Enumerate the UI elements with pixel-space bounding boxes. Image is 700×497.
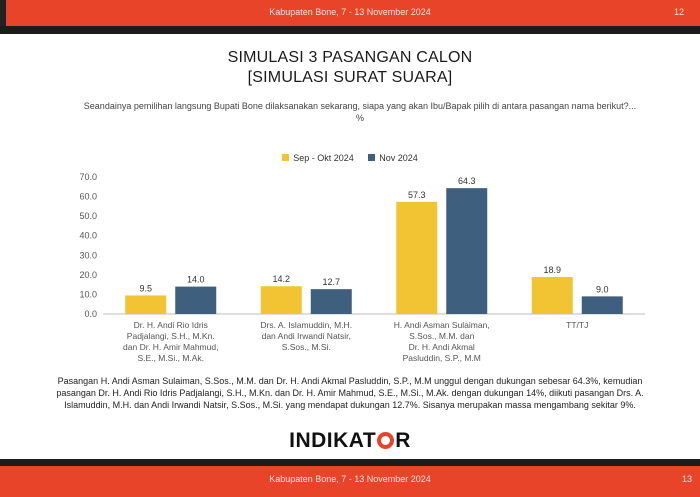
legend-swatch-series-2 — [368, 154, 376, 161]
x-tick-label: Dr. H. Andi Rio Idris Padjalangi, S.H., M… — [123, 320, 218, 363]
logo-text-start: INDIKAT — [289, 429, 377, 452]
bar-series-2 — [310, 289, 352, 314]
x-tick-label-line: S.Sos., M.Si. — [282, 342, 331, 352]
bar-series-2 — [581, 296, 623, 314]
x-tick-label-line: Padjalangi, S.H., M.Kn. — [127, 331, 215, 341]
chart-legend: Sep - Okt 2024 Nov 2024 — [0, 153, 700, 163]
x-tick-label-line: Pasluddin, S.P., M.M — [403, 353, 481, 363]
x-tick-label: TT/TJ — [566, 320, 588, 330]
legend-item-series-2: Nov 2024 — [368, 153, 418, 163]
footer-page-number: 13 — [681, 474, 692, 484]
bar-series-2 — [446, 188, 488, 314]
y-tick-label: 70.0 — [79, 172, 97, 182]
data-label-series-2: 14.0 — [187, 275, 205, 285]
bar-series-1 — [125, 295, 167, 314]
x-tick-label-line: S.E., M.Si., M.Ak. — [137, 353, 204, 363]
y-tick-label: 30.0 — [79, 250, 97, 260]
footer-divider — [0, 459, 700, 466]
indikator-logo: INDIKAT R — [0, 429, 700, 453]
survey-question: Seandainya pemilihan langsung Bupati Bon… — [83, 101, 637, 123]
x-tick-label-line: H. Andi Asman Sulaiman, — [394, 320, 490, 330]
bar-series-1 — [260, 286, 302, 314]
x-tick-label-line: S.Sos., M.M. dan — [409, 331, 474, 341]
x-tick-label-line: Dr. H. Andi Akmal — [409, 342, 475, 352]
x-tick-label-line: dan Dr. H. Amir Mahmud, — [123, 342, 218, 352]
footer-bar: Kabupaten Bone, 7 - 13 November 2024 13 — [0, 466, 700, 497]
footer-text: Kabupaten Bone, 7 - 13 November 2024 — [269, 474, 431, 484]
legend-label-series-1: Sep - Okt 2024 — [293, 153, 354, 163]
y-tick-label: 10.0 — [79, 289, 97, 299]
legend-label-series-2: Nov 2024 — [379, 153, 418, 163]
bar-series-2 — [175, 286, 217, 314]
y-tick-label: 20.0 — [79, 270, 97, 280]
logo-target-icon — [377, 432, 395, 449]
data-label-series-2: 64.3 — [458, 176, 476, 186]
header-text: Kabupaten Bone, 7 - 13 November 2024 — [269, 7, 431, 17]
legend-swatch-series-1 — [282, 154, 290, 161]
header-bar: Kabupaten Bone, 7 - 13 November 2024 12 — [0, 0, 700, 26]
bar-chart: 0.0 10.0 20.0 30.0 40.0 50.0 60.0 70.0 9.5 14.0 Dr… — [79, 172, 645, 363]
x-tick-label-line: Dr. H. Andi Rio Idris — [134, 320, 208, 330]
data-label-series-2: 12.7 — [322, 277, 340, 287]
x-tick-label-line: TT/TJ — [566, 320, 588, 330]
x-tick-label-line: Drs. A. Islamuddin, M.H. — [260, 320, 352, 330]
chart-subtitle: [SIMULASI SURAT SUARA] — [247, 69, 453, 86]
x-tick-label: Drs. A. Islamuddin, M.H. dan Andi Irwandi… — [260, 320, 352, 352]
header-divider — [0, 26, 700, 34]
logo-text-end: R — [395, 429, 411, 452]
data-label-series-1: 9.5 — [139, 283, 152, 293]
chart-title: SIMULASI 3 PASANGAN CALON — [227, 49, 473, 66]
header-page-number: 12 — [673, 7, 684, 17]
summary-text: Pasangan H. Andi Asman Sulaiman, S.Sos.,… — [56, 376, 644, 410]
bar-series-1 — [396, 201, 438, 314]
data-label-series-1: 18.9 — [543, 265, 561, 275]
y-tick-label: 60.0 — [79, 192, 97, 202]
x-tick-label-line: dan Andi Irwandi Natsir, — [262, 331, 351, 341]
legend-item-series-1: Sep - Okt 2024 — [282, 153, 354, 163]
y-tick-label: 40.0 — [79, 231, 97, 241]
data-label-series-2: 9.0 — [596, 284, 609, 294]
y-tick-label: 50.0 — [79, 211, 97, 221]
bar-series-1 — [531, 277, 573, 314]
header-accent-strip — [0, 0, 6, 26]
data-label-series-1: 57.3 — [408, 190, 426, 200]
x-tick-label: H. Andi Asman Sulaiman, S.Sos., M.M. dan D… — [394, 320, 490, 363]
data-label-series-1: 14.2 — [272, 274, 290, 284]
y-tick-label: 0.0 — [84, 309, 97, 319]
